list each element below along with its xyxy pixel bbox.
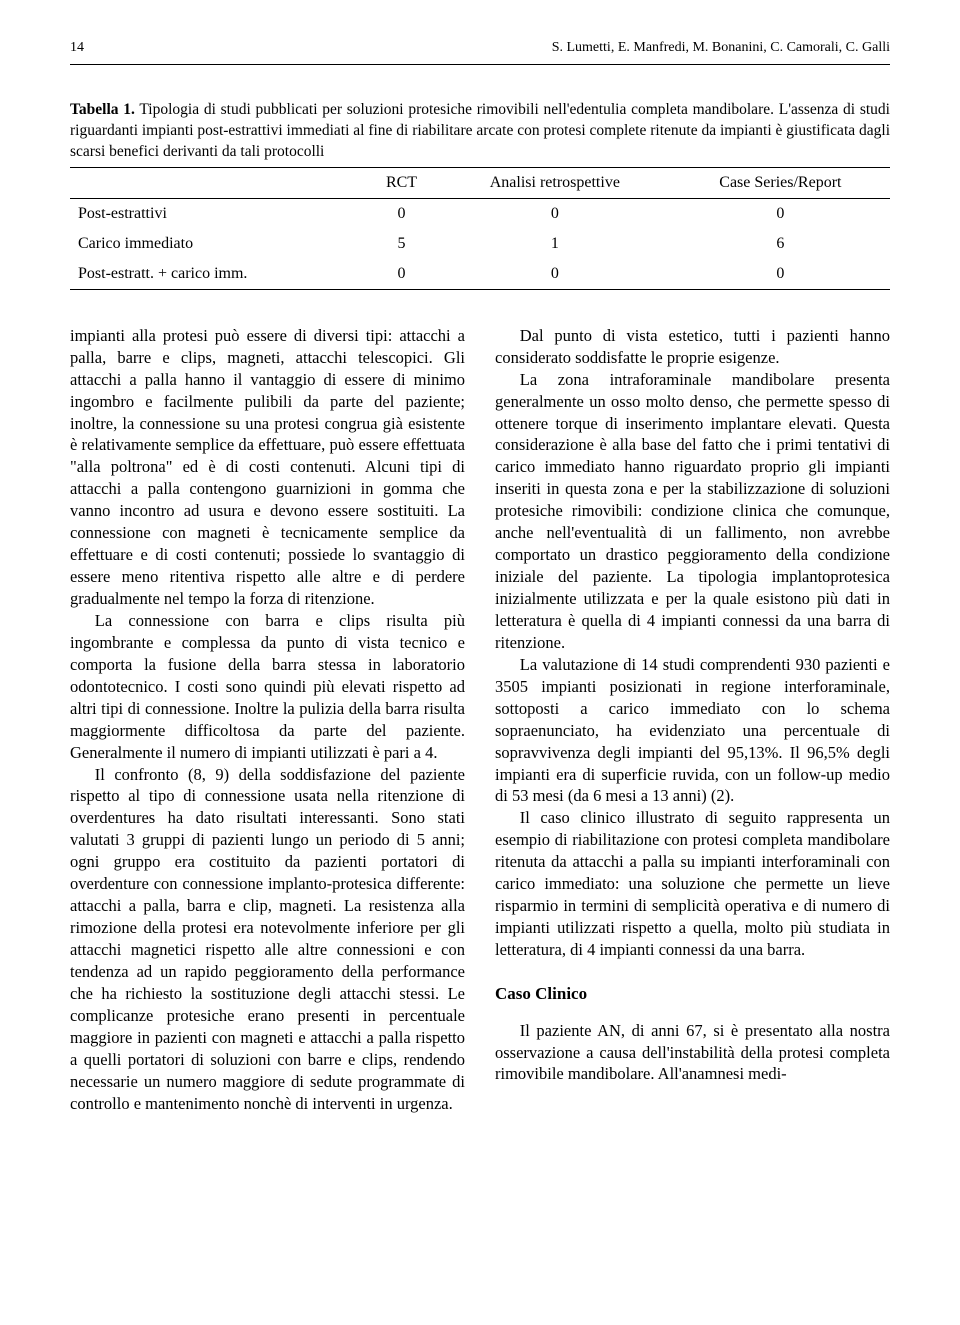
table-cell: 6 bbox=[671, 229, 890, 259]
table-row: Post-estratt. + carico imm. 0 0 0 bbox=[70, 259, 890, 290]
table-1-col-0 bbox=[70, 167, 364, 198]
table-1-col-1: RCT bbox=[364, 167, 439, 198]
table-1-caption: Tabella 1. Tipologia di studi pubblicati… bbox=[70, 100, 890, 163]
table-cell: Carico immediato bbox=[70, 229, 364, 259]
table-cell: 5 bbox=[364, 229, 439, 259]
table-cell: 0 bbox=[439, 259, 671, 290]
body-paragraph: La connessione con barra e clips risulta… bbox=[70, 610, 465, 764]
table-cell: 0 bbox=[364, 259, 439, 290]
body-paragraph: Dal punto di vista estetico, tutti i paz… bbox=[495, 325, 890, 369]
section-heading-caso-clinico: Caso Clinico bbox=[495, 983, 890, 1006]
body-columns: impianti alla protesi può essere di dive… bbox=[70, 325, 890, 1115]
table-1-block: Tabella 1. Tipologia di studi pubblicati… bbox=[70, 100, 890, 290]
page-number: 14 bbox=[70, 40, 84, 56]
table-cell: Post-estrattivi bbox=[70, 198, 364, 229]
table-cell: 0 bbox=[364, 198, 439, 229]
body-paragraph: Il confronto (8, 9) della soddisfazione … bbox=[70, 764, 465, 1115]
table-1-caption-text: Tipologia di studi pubblicati per soluzi… bbox=[70, 101, 890, 160]
table-1-col-2: Analisi retrospettive bbox=[439, 167, 671, 198]
table-cell: 0 bbox=[671, 259, 890, 290]
table-row: Carico immediato 5 1 6 bbox=[70, 229, 890, 259]
body-paragraph: Il paziente AN, di anni 67, si è present… bbox=[495, 1020, 890, 1086]
table-1-header-row: RCT Analisi retrospettive Case Series/Re… bbox=[70, 167, 890, 198]
table-1-col-3: Case Series/Report bbox=[671, 167, 890, 198]
table-cell: Post-estratt. + carico imm. bbox=[70, 259, 364, 290]
body-paragraph: impianti alla protesi può essere di dive… bbox=[70, 325, 465, 610]
table-1-label: Tabella 1. bbox=[70, 101, 135, 118]
table-cell: 1 bbox=[439, 229, 671, 259]
table-cell: 0 bbox=[671, 198, 890, 229]
body-paragraph: Il caso clinico illustrato di seguito ra… bbox=[495, 807, 890, 961]
running-header: 14 S. Lumetti, E. Manfredi, M. Bonanini,… bbox=[70, 40, 890, 56]
header-rule bbox=[70, 64, 890, 65]
body-paragraph: La valutazione di 14 studi comprendenti … bbox=[495, 654, 890, 808]
table-cell: 0 bbox=[439, 198, 671, 229]
header-authors: S. Lumetti, E. Manfredi, M. Bonanini, C.… bbox=[552, 40, 890, 56]
body-paragraph: La zona intraforaminale mandibolare pres… bbox=[495, 369, 890, 654]
table-1: RCT Analisi retrospettive Case Series/Re… bbox=[70, 167, 890, 290]
table-row: Post-estrattivi 0 0 0 bbox=[70, 198, 890, 229]
